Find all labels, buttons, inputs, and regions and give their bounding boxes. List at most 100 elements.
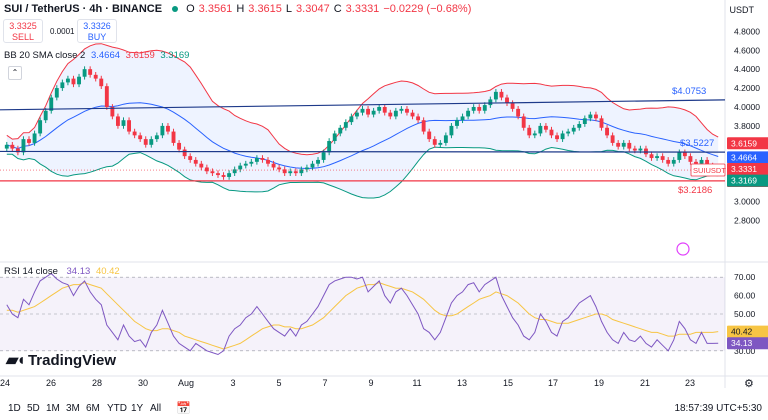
bb-lower-value: 3.3169 [160, 50, 190, 61]
candle-body [688, 156, 693, 162]
clock: 18:57:39 UTC+5:30 [674, 403, 762, 414]
candle-body [110, 106, 115, 117]
candle-body [377, 106, 382, 111]
candle-body [127, 120, 132, 132]
candle-body [171, 131, 176, 143]
price-tick-label: 4.0000 [734, 102, 760, 112]
price-tick-label: 3.0000 [734, 197, 760, 207]
logo-text: TradingView [27, 351, 117, 369]
candle-body [477, 106, 482, 111]
candle-body [293, 171, 298, 174]
candle-body [177, 142, 182, 150]
change-value: −0.0229 (−0.68%) [383, 3, 472, 15]
rsi-tick-label: 30.00 [734, 346, 756, 356]
time-tick-label: 19 [594, 378, 604, 388]
candle-body [349, 116, 354, 123]
candle-body [266, 159, 270, 164]
candle-body [455, 120, 459, 126]
candle-body [632, 148, 637, 151]
symbol-name[interactable]: SUI / TetherUS · 4h · BINANCE [4, 3, 163, 15]
candle-body [243, 163, 248, 166]
candle-body [327, 141, 332, 153]
candle-body [655, 156, 660, 159]
candle-body [77, 76, 81, 85]
buy-label: BUY [87, 32, 107, 42]
buy-button[interactable]: 3.3326 BUY [77, 19, 117, 43]
candle-body [21, 139, 26, 153]
buy-price: 3.3326 [83, 21, 111, 31]
candle-body [310, 163, 315, 168]
candle-body [99, 78, 104, 87]
candle-body [555, 135, 559, 140]
candle-body [616, 142, 621, 147]
timeframe-1y[interactable]: 1Y [131, 403, 144, 414]
high-value: 3.3615 [248, 3, 282, 15]
candle-body [193, 159, 198, 164]
timeframe-6m[interactable]: 6M [86, 403, 100, 414]
candle-body [121, 120, 126, 126]
candle-body [199, 163, 204, 168]
sell-price: 3.3325 [9, 21, 37, 31]
bb-legend[interactable]: BB 20 SMA close 2 3.4664 3.6159 3.3169 [4, 50, 189, 61]
price-tick-label: 3.8000 [734, 121, 760, 131]
candle-body [438, 142, 443, 145]
chevron-up-icon[interactable]: ⌃ [8, 66, 22, 80]
candle-body [488, 99, 493, 106]
candle-body [71, 78, 76, 85]
timeframe-5d[interactable]: 5D [27, 403, 40, 414]
candle-body [699, 159, 704, 164]
support-trendline [0, 150, 726, 153]
candle-body [677, 152, 682, 160]
price-tick-label: 4.6000 [734, 45, 760, 55]
candle-body [371, 110, 376, 115]
candle-body [160, 125, 165, 136]
timeframe-1d[interactable]: 1D [8, 403, 21, 414]
timeframe-1m[interactable]: 1M [46, 403, 60, 414]
resistance-label: $4.0753 [672, 86, 706, 97]
candle-body [4, 144, 9, 149]
candle-body [577, 124, 582, 128]
candle-body [493, 91, 498, 100]
sell-button[interactable]: 3.3325 SELL [3, 19, 43, 43]
candle-body [27, 139, 31, 143]
time-tick-label: 30 [138, 378, 148, 388]
rsi-legend[interactable]: RSI 14 close 34.13 40.42 [4, 266, 120, 277]
candle-body [582, 118, 587, 124]
support-label: $3.5227 [680, 138, 714, 149]
bb-basis-value: 3.4664 [90, 50, 121, 61]
currency-label[interactable]: USDT [729, 5, 755, 15]
rsi-value: 34.13 [66, 266, 91, 277]
lightning-icon [676, 242, 690, 256]
calendar-icon[interactable]: 📅 [176, 401, 191, 415]
rsi-tick-label: 70.00 [734, 272, 756, 282]
candle-body [366, 108, 371, 115]
tradingview-logo[interactable]: ▰◖ TradingView [6, 350, 116, 370]
candle-body [304, 167, 309, 170]
price-tag-value: 3.4664 [731, 152, 757, 162]
timeframe-3m[interactable]: 3M [66, 403, 80, 414]
candle-body [599, 118, 604, 128]
timeframe-all[interactable]: All [150, 403, 162, 414]
rsi-ma-value: 40.42 [95, 266, 120, 277]
candle-body [682, 152, 687, 157]
price-tick-label: 2.8000 [734, 215, 760, 225]
settings-icon: ⚙ [744, 378, 754, 390]
candle-body [466, 110, 471, 117]
candle-body [588, 114, 593, 119]
candle-body [571, 127, 576, 132]
timeframe-ytd[interactable]: YTD [107, 403, 127, 414]
candle-body [38, 120, 43, 134]
candle-body [521, 116, 526, 128]
time-tick-label: Aug [178, 378, 194, 388]
time-tick-label: 5 [276, 378, 281, 388]
candle-body [499, 91, 504, 98]
candle-body [204, 167, 209, 172]
price-tick-label: 4.8000 [734, 26, 760, 36]
candle-body [210, 171, 215, 174]
candle-body [393, 110, 398, 117]
time-tick-label: 9 [368, 378, 373, 388]
candle-body [443, 135, 448, 143]
candle-body [43, 110, 48, 121]
candle-body [460, 116, 465, 121]
